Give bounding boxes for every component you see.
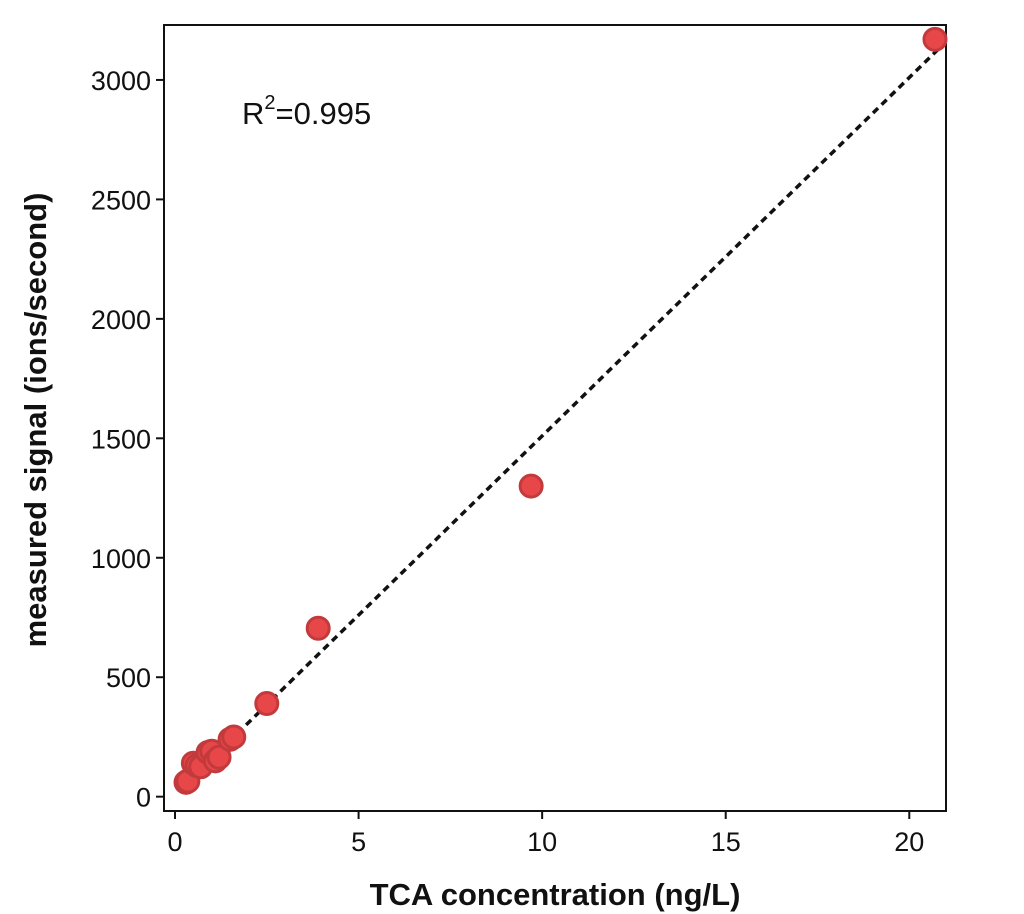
x-tick-label: 5 — [351, 827, 366, 857]
y-tick-label: 2000 — [91, 305, 151, 335]
data-point — [922, 26, 948, 52]
y-tick-label: 500 — [106, 663, 151, 693]
fit-line — [184, 47, 940, 785]
data-point — [305, 615, 331, 641]
data-point — [221, 724, 247, 750]
r-squared-value: =0.995 — [276, 96, 372, 131]
y-tick-label: 1500 — [91, 424, 151, 454]
r-squared-base: R — [242, 96, 264, 131]
y-tick-label: 2500 — [91, 185, 151, 215]
x-tick-label: 15 — [711, 827, 741, 857]
x-axis-title: TCA concentration (ng/L) — [370, 877, 741, 912]
y-tick-label: 3000 — [91, 66, 151, 96]
r-squared-annotation: R2=0.995 — [242, 92, 371, 131]
r-squared-superscript: 2 — [264, 92, 275, 114]
y-axis-title: measured signal (ions/second) — [18, 193, 53, 648]
data-point — [254, 690, 280, 716]
plot-frame — [163, 24, 947, 812]
y-axis: 0 500 1000 1500 2000 2500 3000 — [91, 66, 164, 813]
fit-line-layer — [184, 47, 940, 785]
data-points — [173, 26, 948, 795]
x-tick-label: 10 — [527, 827, 557, 857]
data-point — [206, 744, 232, 770]
x-tick-label: 0 — [167, 827, 182, 857]
y-tick-label: 0 — [136, 783, 151, 813]
y-tick-label: 1000 — [91, 544, 151, 574]
x-axis: 0 5 10 15 20 — [167, 811, 924, 857]
data-point — [518, 473, 544, 499]
x-tick-label: 20 — [894, 827, 924, 857]
